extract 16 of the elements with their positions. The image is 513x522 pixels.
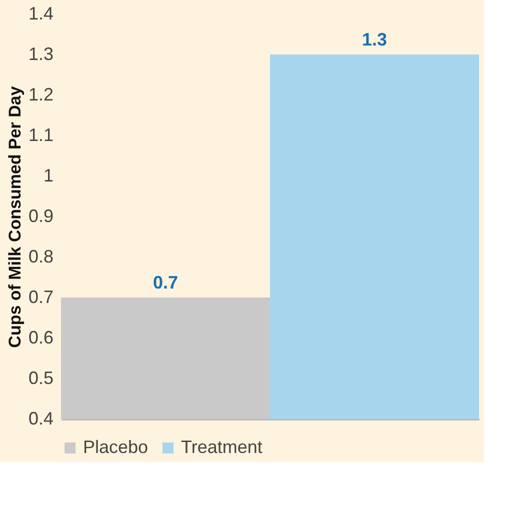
y-tick-label: 0.6 — [28, 328, 54, 348]
data-label: 1.3 — [362, 30, 388, 50]
y-tick-label: 1.3 — [28, 44, 54, 64]
legend-label: Treatment — [181, 437, 262, 457]
y-tick-label: 0.9 — [28, 206, 54, 226]
legend-label: Placebo — [83, 437, 148, 457]
data-label: 0.7 — [152, 272, 178, 292]
y-tick-label: 0.8 — [28, 246, 54, 266]
y-tick-label: 0.4 — [28, 408, 54, 428]
y-tick-label: 1.4 — [28, 4, 54, 24]
y-tick-label: 1.1 — [28, 125, 54, 145]
y-axis-title: Cups of Milk Consumed Per Day — [5, 86, 24, 348]
y-tick-label: 1 — [43, 166, 54, 186]
y-tick-label: 1.2 — [28, 84, 54, 104]
y-tick-label: 0.7 — [28, 287, 54, 307]
y-tick-label: 0.5 — [28, 368, 54, 388]
